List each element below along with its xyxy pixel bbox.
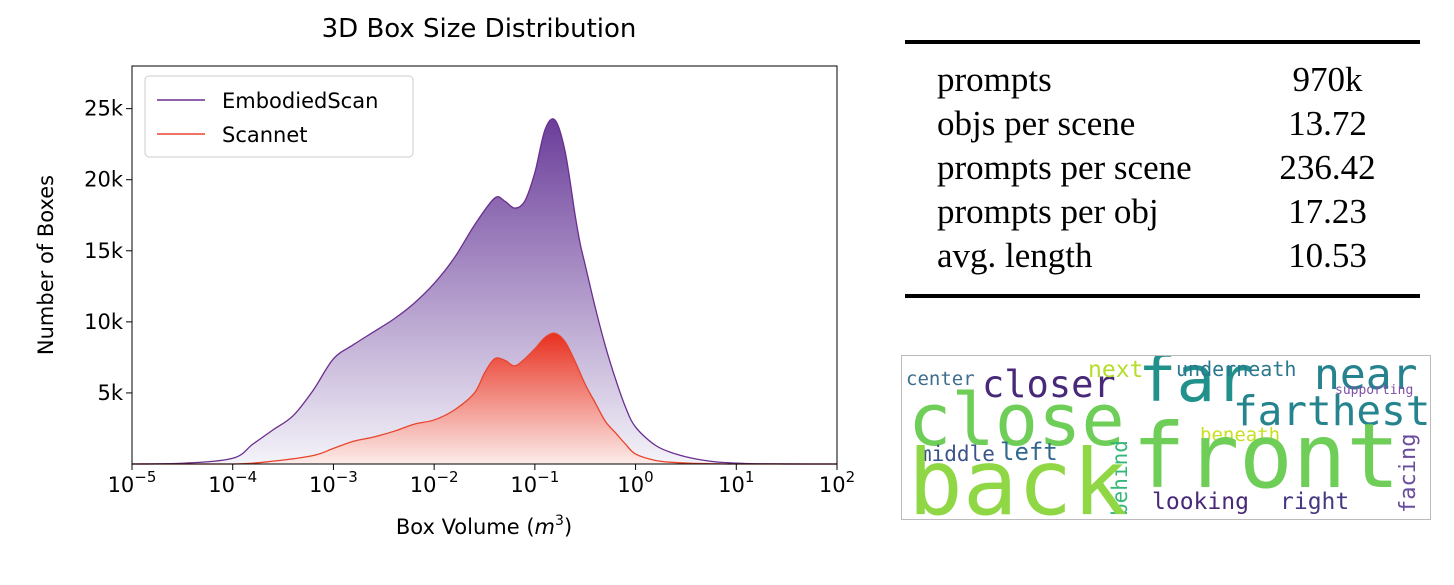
y-tick-label: 5k	[97, 381, 123, 405]
chart-title: 3D Box Size Distribution	[322, 14, 637, 44]
cloud-word: facing	[1396, 433, 1421, 513]
stats-value: 236.42	[1279, 148, 1376, 187]
stats-label: avg. length	[937, 236, 1093, 275]
y-tick-label: 20k	[84, 168, 124, 192]
x-tick-label: 100	[617, 468, 653, 497]
stats-table: prompts 970k objs per scene 13.72 prompts pe…	[905, 40, 1420, 298]
stats-label: objs per scene	[937, 104, 1136, 143]
cloud-word: front	[1132, 404, 1400, 508]
legend: EmbodiedScan Scannet	[144, 75, 414, 158]
cloud-word: supporting	[1335, 383, 1414, 398]
table-top-rule	[905, 40, 1420, 44]
axes: 10−5 10−4 10−3 10−2 10−1 100 101 102 5k 10k 15k 20k…	[84, 97, 855, 497]
y-tick-label: 15k	[84, 239, 124, 263]
stats-value: 13.72	[1288, 104, 1367, 143]
x-tick-label: 102	[819, 468, 855, 497]
legend-label-scannet: Scannet	[222, 123, 308, 147]
stats-value: 10.53	[1288, 236, 1367, 275]
y-tick-label: 25k	[84, 97, 124, 121]
cloud-word: near	[1314, 355, 1418, 400]
cloud-word: close	[908, 378, 1125, 462]
cloud-word: beneath	[1200, 424, 1281, 446]
x-tick-label: 10−4	[208, 468, 257, 497]
x-tick-label: 10−2	[410, 468, 459, 497]
stats-row: avg. length 10.53	[905, 234, 1420, 278]
stats-row: prompts 970k	[905, 58, 1420, 102]
stats-value: 970k	[1292, 60, 1363, 99]
series-layer	[131, 118, 838, 465]
cloud-word: back	[908, 431, 1128, 520]
cloud-word: left	[1000, 438, 1058, 466]
stats-label: prompts per obj	[937, 192, 1159, 231]
area-fill-embodiedscan	[132, 118, 837, 464]
cloud-word: center	[906, 368, 975, 390]
y-tick-label: 10k	[84, 310, 124, 334]
cloud-word: underneath	[1176, 357, 1297, 381]
cloud-word: middle	[919, 442, 995, 466]
x-tick-label: 10−1	[510, 468, 559, 497]
stats-label: prompts	[937, 60, 1052, 99]
word-cloud: center closer next far underneath near support…	[901, 355, 1431, 520]
area-fill-scannet	[132, 333, 837, 464]
cloud-word: right	[1280, 489, 1350, 515]
x-tick-label: 10−5	[108, 468, 157, 497]
cloud-word: looking	[1152, 489, 1249, 515]
cloud-word: next	[1088, 357, 1144, 383]
table-bottom-rule	[905, 294, 1420, 298]
series-line-embodiedscan	[131, 118, 838, 465]
stats-row: prompts per obj 17.23	[905, 190, 1420, 234]
legend-frame	[144, 75, 414, 158]
legend-label-embodiedscan: EmbodiedScan	[222, 89, 378, 113]
y-axis-label: Number of Boxes	[34, 175, 58, 355]
stats-value: 17.23	[1288, 192, 1367, 231]
x-tick-label: 10−3	[309, 468, 358, 497]
series-line-scannet	[131, 332, 837, 465]
stats-grid: prompts 970k objs per scene 13.72 prompts pe…	[905, 58, 1420, 278]
cloud-word: far	[1138, 355, 1254, 417]
cloud-word: farthest	[1233, 387, 1431, 435]
stats-row: objs per scene 13.72	[905, 102, 1420, 146]
plot-frame	[131, 65, 838, 465]
x-tick-label: 101	[718, 468, 754, 497]
stats-label: prompts per scene	[937, 148, 1192, 187]
stats-row: prompts per scene 236.42	[905, 146, 1420, 190]
box-size-chart: 3D Box Size Distribution 10−5 10−4 10−3 10−…	[34, 14, 855, 539]
cloud-word: closer	[982, 363, 1116, 406]
x-axis-label: Box Volume (m3)	[396, 513, 572, 539]
